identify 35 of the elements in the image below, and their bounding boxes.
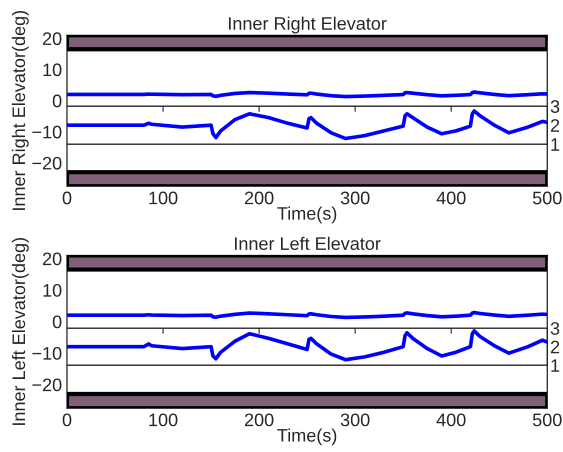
y-tick-label: 10	[43, 284, 62, 297]
x-axis-title: Time(s)	[277, 428, 336, 446]
chart-title: Inner Right Elevator	[229, 16, 387, 34]
y2-tick-label: 2	[550, 340, 560, 354]
x-tick-label: 100	[149, 192, 178, 204]
y-tick-label: −20	[32, 378, 62, 392]
x-tick-label: 100	[149, 413, 178, 426]
chart-title: Inner Left Elevator	[235, 236, 381, 250]
y2-tick-label: 1	[551, 359, 560, 372]
y-tick-label: −10	[32, 126, 62, 138]
line-series	[66, 109, 548, 140]
y-tick-label: 0	[52, 94, 62, 108]
y2-tick-label: 2	[550, 119, 560, 132]
y2-tick-label: 3	[550, 100, 560, 113]
y-tick-label: 10	[43, 63, 62, 76]
x-tick-label: 300	[340, 192, 370, 204]
y-tick-label: 0	[52, 315, 62, 328]
x-tick-label: 200	[244, 192, 274, 204]
y-tick-label: 20	[42, 32, 62, 46]
y-tick-label: 20	[42, 252, 62, 266]
y-tick-label: −10	[32, 346, 62, 360]
x-tick-label: 300	[340, 413, 370, 426]
x-tick-label: 0	[62, 413, 72, 426]
x-tick-label: 200	[244, 413, 274, 426]
y-axis-title: Inner Left Elevator(deg)	[12, 238, 29, 425]
y2-tick-label: 3	[550, 322, 560, 335]
x-tick-label: 0	[62, 192, 72, 204]
y2-tick-label: 1	[551, 138, 560, 151]
x-axis-title: Time(s)	[277, 206, 336, 224]
x-tick-label: 500	[532, 413, 562, 426]
x-tick-label: 400	[436, 192, 466, 204]
y-axis-title: Inner Right Elevator(deg)	[12, 10, 29, 210]
x-tick-label: 400	[436, 413, 466, 426]
x-tick-label: 500	[532, 192, 562, 204]
y-tick-label: −20	[32, 156, 62, 170]
